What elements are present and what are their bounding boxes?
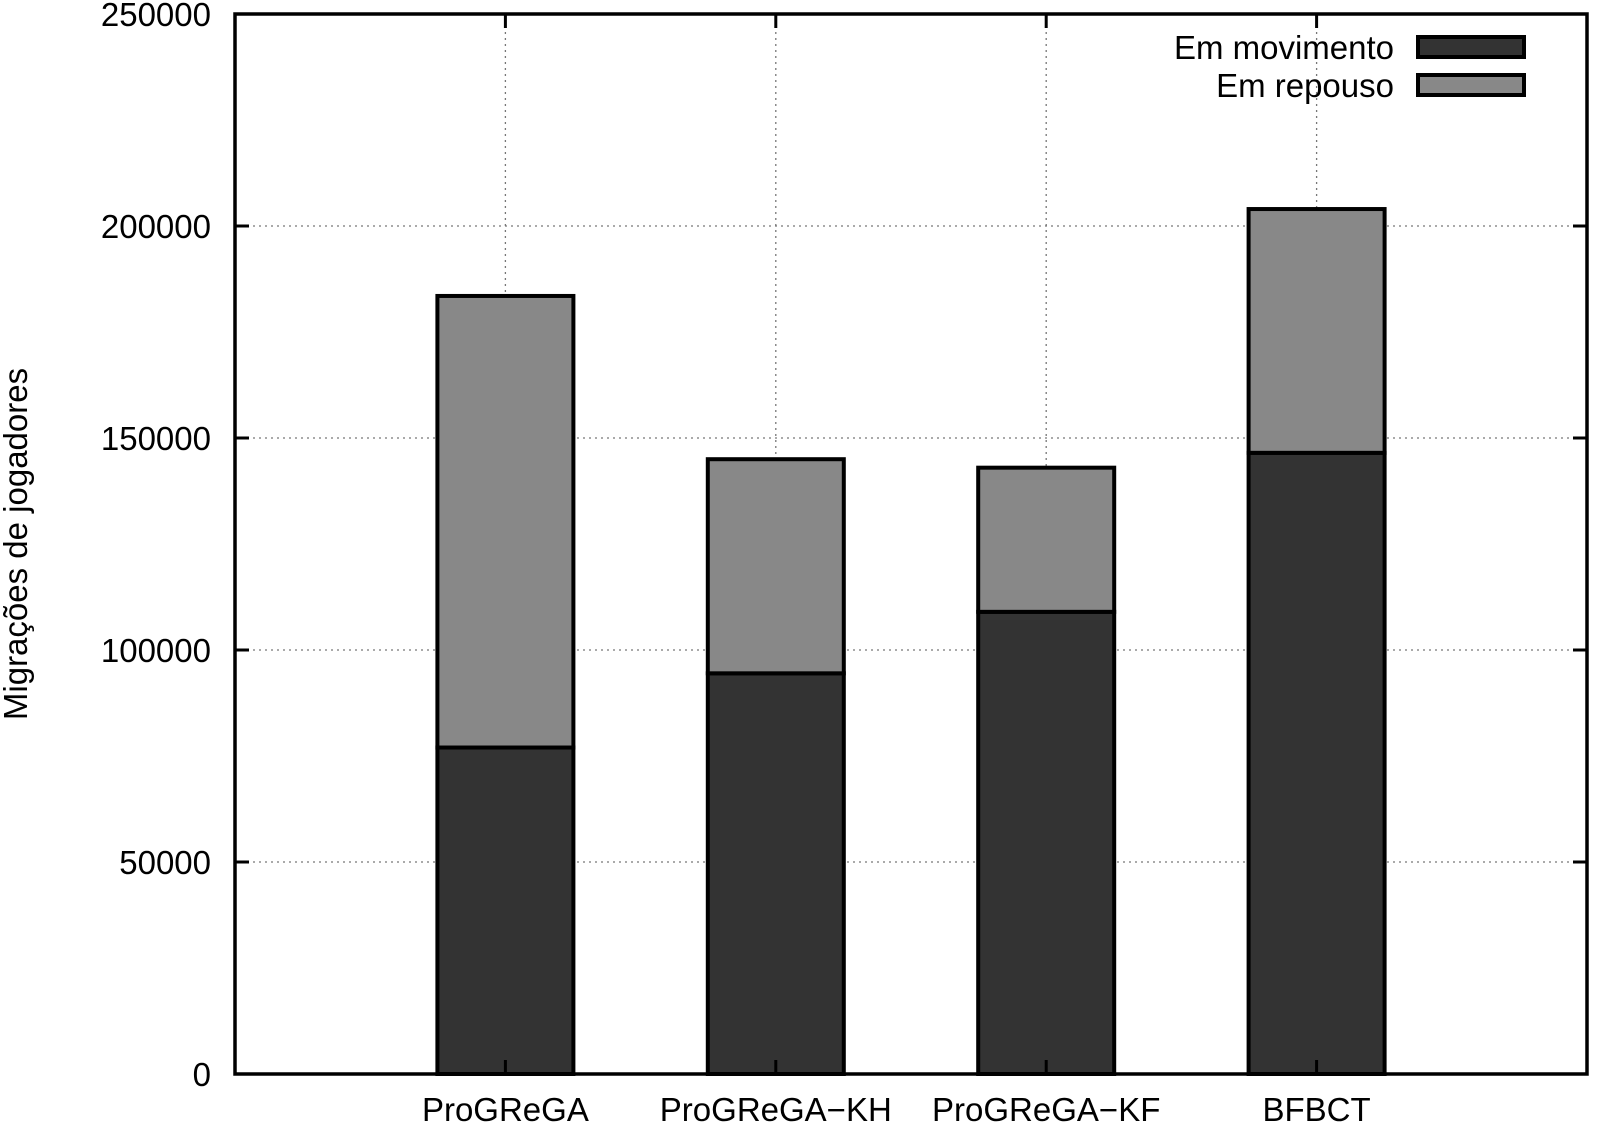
y-tick-label: 250000 xyxy=(101,0,211,33)
legend-swatch xyxy=(1416,73,1526,97)
y-tick-label: 0 xyxy=(193,1056,211,1093)
legend-label: Em repouso xyxy=(1216,67,1394,104)
bar-segment-em-movimento xyxy=(976,609,1117,1077)
bar-segment-em-movimento xyxy=(435,745,576,1077)
y-tick-label: 200000 xyxy=(101,208,211,245)
axis-ticks xyxy=(235,12,1587,1076)
x-tick-label: BFBCT xyxy=(1263,1091,1371,1124)
legend-swatch xyxy=(1416,35,1526,59)
x-tick-label: ProGReGA−KF xyxy=(932,1091,1160,1124)
bar-segment-em-movimento xyxy=(705,671,846,1076)
x-tick-label: ProGReGA−KH xyxy=(660,1091,892,1124)
bar-segment-em-movimento xyxy=(1246,450,1387,1076)
bar-segment-em-repouso xyxy=(705,457,846,676)
y-tick-label: 50000 xyxy=(119,844,211,881)
x-tick-label: ProGReGA xyxy=(422,1091,589,1124)
y-tick-label: 100000 xyxy=(101,632,211,669)
bar-segment-em-repouso xyxy=(435,293,576,750)
bar-segment-em-repouso xyxy=(1246,207,1387,455)
bar-segment-em-repouso xyxy=(976,465,1117,614)
plot-frame xyxy=(233,12,1589,1076)
y-tick-label: 150000 xyxy=(101,420,211,457)
legend-label: Em movimento xyxy=(1174,29,1394,66)
y-axis-title: Migrações de jogadores xyxy=(0,368,34,720)
bars xyxy=(435,207,1387,1077)
axis-tick-labels: 0 50000 100000 150000 200000 250000 ProGReGA Pr… xyxy=(101,0,1371,1124)
